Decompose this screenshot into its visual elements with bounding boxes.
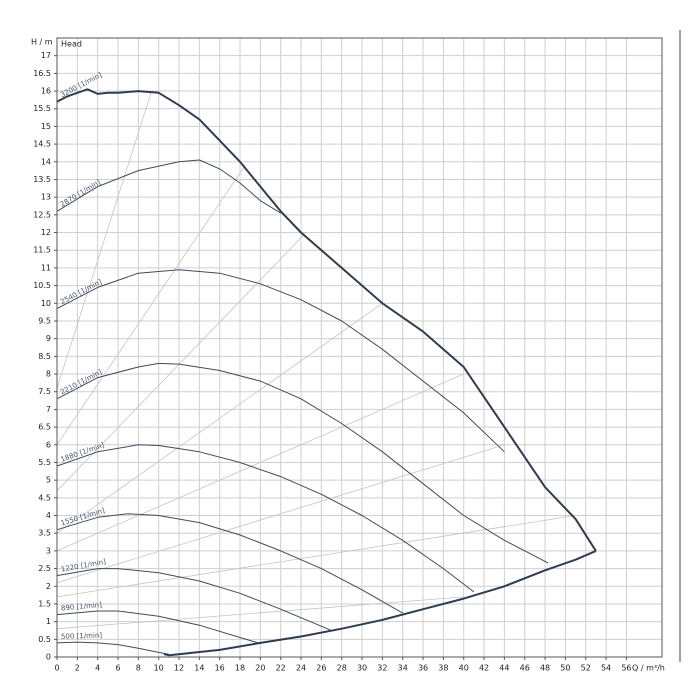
y-tick-label: 12 [41,228,51,237]
y-axis-title: Head [61,40,82,49]
y-tick-label: 16.5 [33,69,51,78]
x-axis-label: Q / m³/h [632,664,665,673]
y-tick-label: 4.5 [38,493,51,502]
y-tick-label: 3.5 [38,529,51,538]
y-tick-label: 14 [41,157,51,166]
y-tick-label: 3 [46,546,51,555]
y-tick-label: 13 [41,193,51,202]
speed-curve [56,269,505,453]
x-tick-label: 6 [115,664,120,673]
speed-curve [56,641,169,655]
y-tick-label: 0.5 [38,635,51,644]
x-tick-label: 22 [276,664,286,673]
x-tick-label: 36 [418,664,428,673]
guide-line [56,596,464,630]
x-tick-label: 8 [136,664,141,673]
y-tick-label: 2 [46,582,51,591]
x-tick-label: 10 [154,664,164,673]
x-tick-label: 52 [581,664,591,673]
x-tick-label: 42 [479,664,489,673]
y-tick-label: 9.5 [38,316,51,325]
guide-line [56,165,246,446]
speed-curve [56,610,259,644]
speed-curve [56,444,475,593]
speed-curve [56,568,331,631]
x-tick-label: 48 [540,664,550,673]
guide-line [56,373,464,552]
x-tick-label: 20 [255,664,265,673]
x-tick-label: 56 [621,664,631,673]
x-tick-label: 50 [560,664,570,673]
speed-curve [56,513,403,614]
y-tick-label: 11.5 [33,246,51,255]
y-axis-label: H / m [31,38,53,47]
y-tick-label: 16 [41,87,51,96]
x-tick-label: 16 [215,664,225,673]
y-tick-label: 7 [46,405,51,414]
curve-label: 500 [1/min] [61,631,103,640]
speed-curve [56,362,549,564]
x-tick-label: 40 [459,664,469,673]
x-tick-label: 24 [296,664,306,673]
y-tick-label: 10 [41,299,51,308]
x-tick-label: 46 [520,664,530,673]
guide-line [56,90,152,389]
y-tick-label: 4 [46,511,51,520]
guide-line [56,515,576,598]
y-tick-label: 9 [46,334,51,343]
x-tick-label: 4 [95,664,100,673]
y-tick-label: 17 [41,51,51,60]
x-tick-label: 34 [398,664,408,673]
x-tick-label: 38 [438,664,448,673]
y-tick-label: 15.5 [33,104,51,113]
x-tick-label: 30 [357,664,367,673]
x-tick-label: 32 [377,664,387,673]
guide-line [56,232,307,492]
curve-label: 890 [1/min] [61,601,103,613]
y-tick-label: 6.5 [38,423,51,432]
y-tick-label: 12.5 [33,210,51,219]
x-tick-label: 12 [174,664,184,673]
x-tick-label: 54 [601,664,611,673]
y-tick-label: 0 [46,653,51,662]
guide-line [56,444,505,584]
y-tick-label: 5 [46,476,51,485]
grid [56,38,662,658]
x-tick-label: 14 [194,664,204,673]
x-tick-label: 18 [235,664,245,673]
y-tick-label: 14.5 [33,140,51,149]
y-tick-label: 1.5 [38,599,51,608]
x-tick-label: 28 [337,664,347,673]
y-tick-label: 6 [46,440,51,449]
y-tick-label: 10.5 [33,281,51,290]
y-tick-label: 13.5 [33,175,51,184]
y-tick-label: 1 [46,617,51,626]
x-tick-label: 0 [54,664,59,673]
y-tick-label: 7.5 [38,387,51,396]
speed-curve [56,88,597,552]
y-tick-label: 8.5 [38,352,51,361]
y-tick-label: 2.5 [38,564,51,573]
x-tick-label: 26 [316,664,326,673]
limit-curve [163,549,597,657]
y-tick-label: 15 [41,122,51,131]
speed-curve [56,159,281,214]
x-tick-label: 44 [499,664,509,673]
y-tick-label: 5.5 [38,458,51,467]
guide-line [56,302,383,534]
x-tick-label: 2 [75,664,80,673]
y-tick-label: 8 [46,370,51,379]
plot-frame [56,37,663,658]
y-tick-label: 11 [41,263,51,272]
